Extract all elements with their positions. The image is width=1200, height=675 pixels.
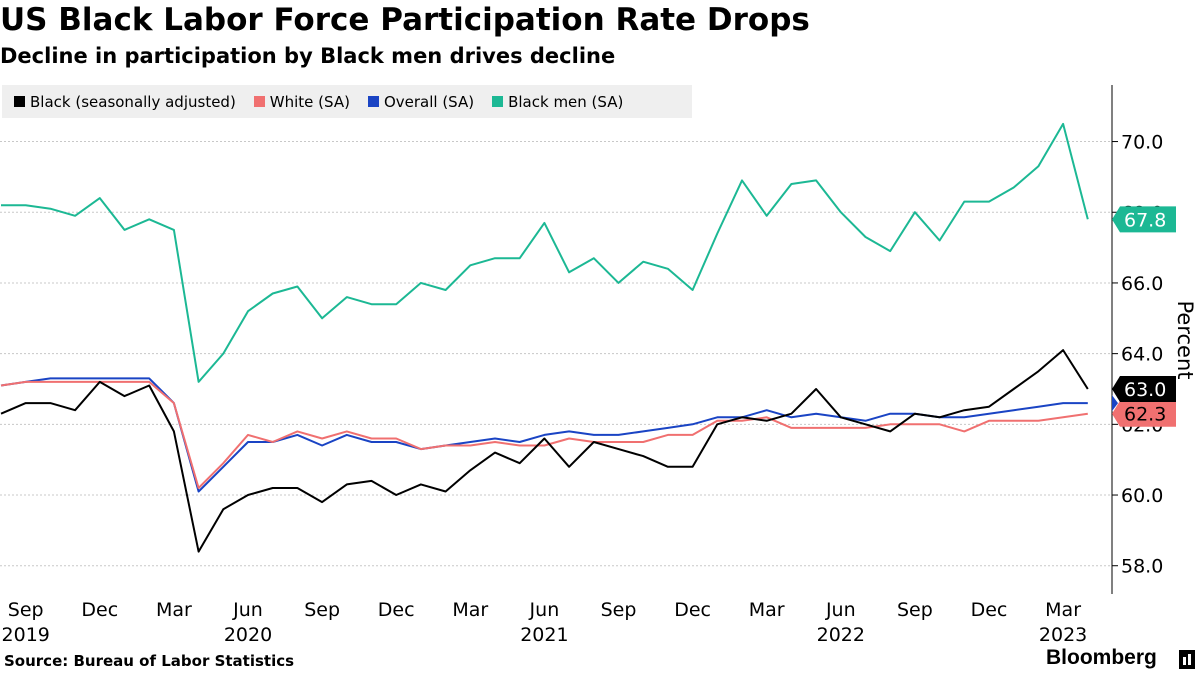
chart-title: US Black Labor Force Participation Rate …	[0, 2, 810, 38]
series-line-white-sa	[0, 380, 1088, 489]
x-tick-year-label: 2021	[520, 624, 568, 646]
end-label-black-men-sa-tag	[1112, 206, 1176, 233]
x-tick-label: Dec	[674, 599, 711, 621]
legend-label-black: Black (seasonally adjusted)	[30, 92, 236, 111]
legend-label-black-men: Black men (SA)	[508, 92, 624, 111]
legend-swatch-black	[14, 96, 25, 107]
x-tick-label: Mar	[156, 599, 192, 621]
x-tick-label: Mar	[452, 599, 488, 621]
legend-label-overall: Overall (SA)	[383, 92, 475, 111]
legend-label-white: White (SA)	[269, 92, 350, 111]
y-tick-label: 60.0	[1121, 485, 1163, 507]
end-label-black-seasonally-adjusted: 63.0	[1124, 379, 1166, 401]
end-label-white-sa: 62.3	[1124, 404, 1166, 426]
x-tick-label: Jun	[232, 599, 263, 621]
y-tick-label: 70.0	[1121, 132, 1163, 154]
x-tick-label: Sep	[601, 599, 637, 621]
x-tick-year-label: 2019	[2, 624, 50, 646]
end-label-black-seasonally-adjusted-tag	[1112, 375, 1176, 402]
y-tick-label: 64.0	[1121, 344, 1163, 366]
x-tick-label: Mar	[749, 599, 785, 621]
end-label-white-sa-tag	[1112, 400, 1176, 427]
x-tick-year-label: 2020	[224, 624, 272, 646]
x-tick-label: Dec	[81, 599, 118, 621]
chart-subtitle: Decline in participation by Black men dr…	[0, 44, 616, 68]
y-tick-label: 58.0	[1121, 556, 1163, 578]
x-tick-year-label: 2022	[817, 624, 865, 646]
terminal-icon	[1179, 650, 1195, 669]
x-tick-label: Jun	[825, 599, 856, 621]
legend-item-white: White (SA)	[253, 92, 350, 111]
legend-item-overall: Overall (SA)	[367, 92, 475, 111]
legend-swatch-black-men	[492, 96, 504, 107]
x-tick-year-label: 2023	[1039, 624, 1087, 646]
series-line-black-men-sa	[1, 122, 1089, 383]
series-line-black-seasonally-adjusted	[0, 349, 1089, 553]
x-tick-label: Mar	[1045, 599, 1081, 621]
source-note: Source: Bureau of Labor Statistics	[4, 652, 295, 670]
x-tick-label: Sep	[304, 599, 340, 621]
end-label-overall-sa-marker	[1112, 395, 1118, 412]
x-tick-label: Sep	[897, 599, 933, 621]
legend-swatch-white	[253, 96, 265, 107]
x-tick-label: Sep	[8, 599, 44, 621]
x-tick-label: Dec	[971, 599, 1008, 621]
legend-item-black: Black (seasonally adjusted)	[14, 93, 236, 111]
brand-logo: Bloomberg	[1046, 646, 1157, 669]
x-tick-label: Jun	[529, 599, 560, 621]
y-axis-title: Percent	[1173, 300, 1197, 379]
y-tick-label: 66.0	[1121, 273, 1163, 295]
end-label-black-men-sa: 67.8	[1124, 209, 1166, 231]
legend-swatch-overall	[367, 96, 379, 107]
x-tick-label: Dec	[378, 599, 415, 621]
legend: Black (seasonally adjusted) White (SA) O…	[2, 85, 692, 118]
legend-item-black-men: Black men (SA)	[492, 93, 623, 111]
